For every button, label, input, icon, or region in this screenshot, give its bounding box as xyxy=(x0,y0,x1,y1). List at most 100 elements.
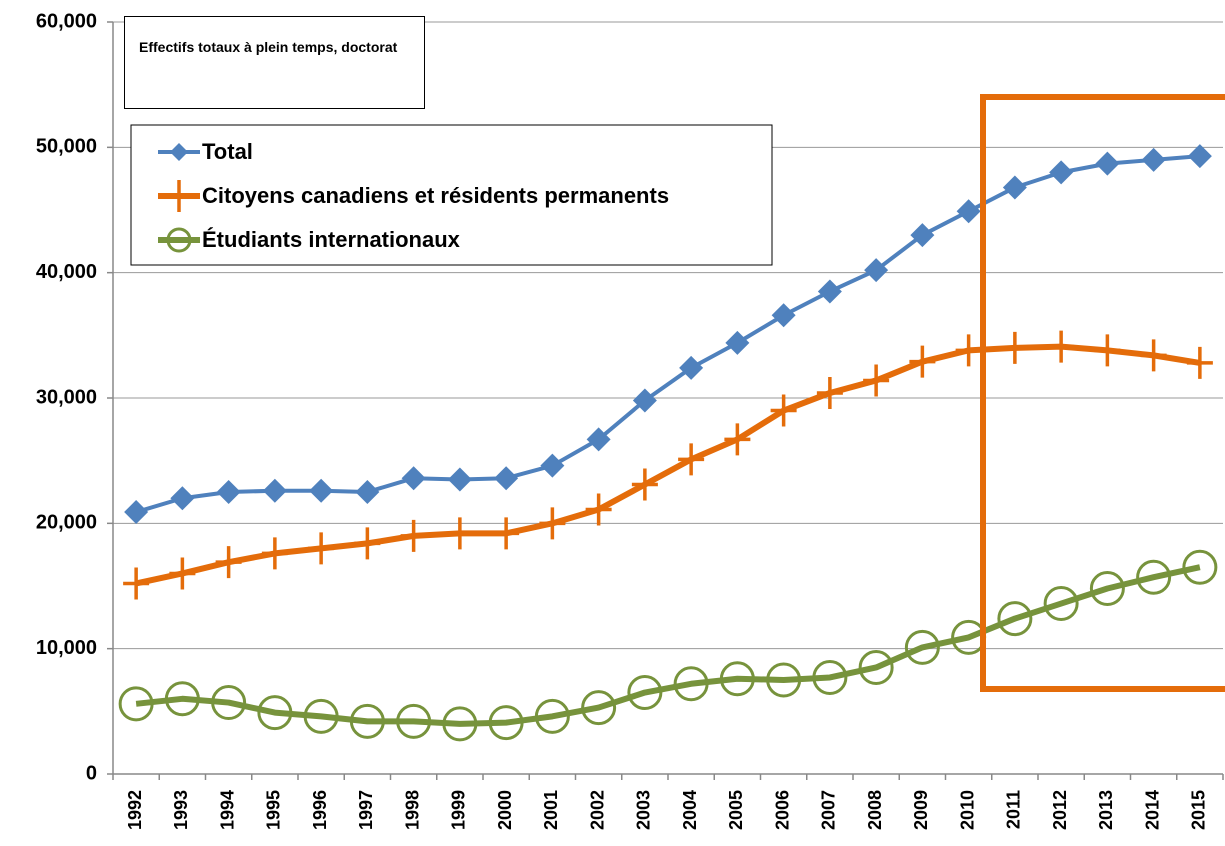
grid: 0 10,000 20,000 30,000 40,000 50,000 60,000 199… xyxy=(36,10,1224,830)
marker xyxy=(216,480,241,504)
marker xyxy=(488,705,524,741)
y-tick-label: 0 xyxy=(86,762,97,784)
marker xyxy=(673,666,709,702)
x-tick-label: 1993 xyxy=(171,790,191,830)
marker xyxy=(719,661,755,697)
marker xyxy=(1048,330,1075,363)
marker xyxy=(447,467,472,492)
marker xyxy=(118,686,154,722)
legend-marker xyxy=(166,180,192,212)
marker xyxy=(442,706,478,742)
marker xyxy=(1094,334,1121,367)
series-line xyxy=(135,564,1201,727)
marker xyxy=(1182,549,1218,585)
x-tick-label: 2015 xyxy=(1189,790,1209,830)
x-tick-label: 2010 xyxy=(957,790,977,830)
marker xyxy=(539,507,566,540)
x-tick-label: 2002 xyxy=(587,790,607,830)
marker xyxy=(123,567,150,600)
legend-label: Total xyxy=(202,139,253,164)
marker xyxy=(262,478,287,503)
marker xyxy=(864,258,889,283)
legend: Total Citoyens canadiens et résidents per… xyxy=(130,124,773,266)
x-tick-label: 1997 xyxy=(356,790,376,830)
marker xyxy=(170,486,195,511)
x-tick-label: 1994 xyxy=(217,790,237,830)
marker xyxy=(955,334,982,367)
marker xyxy=(997,601,1033,637)
y-tick-label: 60,000 xyxy=(36,10,97,32)
marker xyxy=(632,388,657,413)
marker xyxy=(771,303,796,328)
marker xyxy=(581,690,617,726)
marker xyxy=(586,427,611,452)
marker xyxy=(309,478,334,503)
y-tick-label: 30,000 xyxy=(36,386,97,408)
x-tick-label: 2006 xyxy=(772,790,792,830)
legend-marker xyxy=(166,227,192,253)
legend-label: Citoyens canadiens et résidents permanen… xyxy=(202,183,669,208)
marker xyxy=(355,480,380,504)
marker xyxy=(910,223,935,248)
highlight-box xyxy=(980,94,1225,692)
marker xyxy=(211,685,247,721)
marker xyxy=(446,517,473,550)
marker xyxy=(1095,151,1120,176)
x-tick-label: 2005 xyxy=(726,790,746,830)
x-tick-label: 2004 xyxy=(680,790,700,830)
marker xyxy=(1002,175,1027,200)
x-tick-label: 2009 xyxy=(911,790,931,830)
marker xyxy=(766,662,802,698)
marker xyxy=(493,517,520,550)
marker xyxy=(534,698,570,734)
marker xyxy=(215,546,242,579)
x-tick-label: 1992 xyxy=(125,790,145,830)
x-tick-label: 2000 xyxy=(495,790,515,830)
x-tick-label: 2001 xyxy=(541,790,561,830)
marker xyxy=(494,466,519,491)
marker xyxy=(349,703,385,739)
marker xyxy=(124,500,149,525)
x-tick-label: 2007 xyxy=(819,790,839,830)
marker xyxy=(627,675,663,711)
marker xyxy=(679,355,704,380)
marker xyxy=(169,557,196,590)
x-tick-label: 2008 xyxy=(865,790,885,830)
marker xyxy=(956,199,981,224)
marker xyxy=(1186,346,1213,379)
marker xyxy=(909,345,936,378)
annotation: Effectifs totaux à plein temps, doctorat xyxy=(124,16,425,109)
x-tick-label: 2013 xyxy=(1096,790,1116,830)
x-tick-label: 1996 xyxy=(310,790,330,830)
plot xyxy=(118,144,1218,742)
marker xyxy=(401,466,426,491)
marker xyxy=(396,703,432,739)
x-tick-label: 2012 xyxy=(1050,790,1070,830)
marker xyxy=(354,527,381,560)
marker xyxy=(1043,586,1079,622)
marker xyxy=(1187,144,1212,169)
marker xyxy=(308,532,335,565)
marker xyxy=(261,537,288,570)
y-tick-label: 20,000 xyxy=(36,512,97,534)
marker xyxy=(303,698,339,734)
marker xyxy=(817,279,842,304)
marker xyxy=(164,681,200,717)
marker xyxy=(1140,339,1167,372)
marker xyxy=(725,330,750,355)
marker xyxy=(1089,571,1125,607)
marker xyxy=(1049,160,1074,185)
marker xyxy=(540,453,565,478)
marker xyxy=(863,364,890,397)
marker xyxy=(1136,559,1172,595)
x-tick-label: 2011 xyxy=(1004,790,1024,829)
marker xyxy=(678,443,705,476)
marker xyxy=(585,493,612,526)
marker xyxy=(724,423,751,456)
y-tick-label: 10,000 xyxy=(36,637,97,659)
marker xyxy=(812,659,848,695)
x-tick-label: 2014 xyxy=(1142,790,1162,830)
marker xyxy=(858,649,894,685)
